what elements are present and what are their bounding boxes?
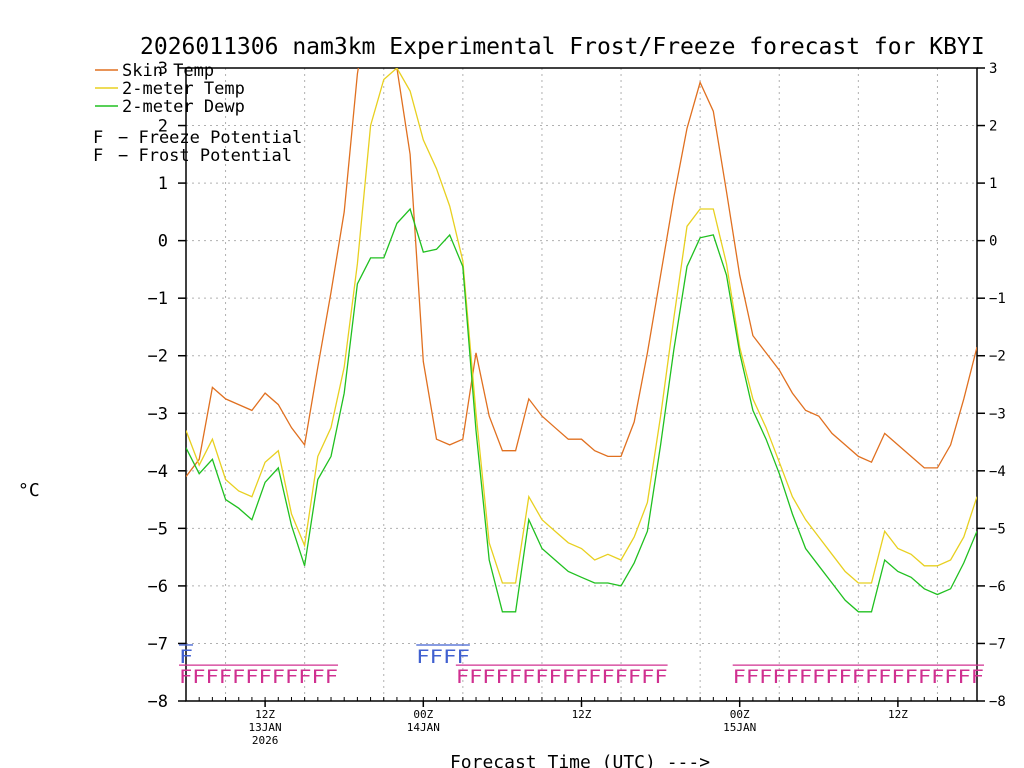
x-tick-label: 15JAN: [723, 721, 756, 734]
y-tick-label-right: 1: [989, 176, 997, 192]
y-tick-label-right: −5: [989, 521, 1006, 537]
freeze-potential-marks: FFFFFFFFFFFFFFFFFFF: [733, 666, 984, 688]
y-tick-label-right: 3: [989, 61, 997, 77]
y-tick-label: −2: [148, 347, 168, 367]
x-tick-label: 00Z: [413, 708, 433, 721]
y-tick-label-right: 0: [989, 234, 997, 250]
y-tick-label-right: −6: [989, 579, 1006, 595]
y-tick-label: −1: [148, 289, 168, 309]
frost-potential-marks: FFFF: [416, 646, 470, 668]
potential-legend-label: − Freeze Potential: [118, 128, 302, 148]
x-axis-label: Forecast Time (UTC) --->: [450, 752, 710, 768]
x-tick-label: 13JAN: [249, 721, 282, 734]
freeze-potential-marks: FFFFFFFFFFFF: [179, 666, 338, 688]
y-tick-label-right: −2: [989, 349, 1006, 365]
y-tick-label-right: −8: [989, 694, 1006, 710]
y-tick-label: 0: [158, 232, 168, 252]
legend-label: Skin Temp: [122, 61, 214, 81]
y-tick-label: 1: [158, 174, 168, 194]
x-tick-label: 2026: [252, 734, 279, 747]
y-tick-label-right: −4: [989, 464, 1006, 480]
x-tick-label: 12Z: [255, 708, 275, 721]
y-tick-label-right: −1: [989, 291, 1006, 307]
y-tick-label: 2: [158, 117, 168, 137]
potential-legend-symbol: F: [93, 146, 103, 166]
y-tick-label: −6: [148, 577, 168, 597]
frost-potential-marks: F: [179, 646, 193, 668]
y-tick-label: −8: [148, 692, 168, 712]
x-tick-label: 00Z: [730, 708, 750, 721]
series-line-2-meter-dewp: [186, 207, 977, 613]
x-tick-label: 12Z: [572, 708, 592, 721]
legend-label: 2-meter Dewp: [122, 97, 245, 117]
series-line-2-meter-temp: [186, 68, 977, 584]
y-tick-label: −3: [148, 404, 168, 424]
y-tick-label: −7: [148, 634, 168, 654]
y-tick-label-right: −7: [989, 636, 1006, 652]
series-line-skin-temp: [186, 68, 977, 477]
y-tick-label-right: 2: [989, 119, 997, 135]
potential-legend-symbol: F: [93, 128, 103, 148]
legend-label: 2-meter Temp: [122, 79, 245, 99]
y-tick-label: 3: [158, 59, 168, 79]
y-axis-label: °C: [18, 480, 40, 501]
x-tick-label: 12Z: [888, 708, 908, 721]
plot-frame: [185, 67, 978, 702]
y-tick-label: −4: [148, 462, 168, 482]
x-tick-label: 14JAN: [407, 721, 440, 734]
y-tick-label-right: −3: [989, 406, 1006, 422]
potential-legend-label: − Frost Potential: [118, 146, 292, 166]
freeze-potential-marks: FFFFFFFFFFFFFFFF: [456, 666, 668, 688]
y-tick-label: −5: [148, 519, 168, 539]
chart-title: 2026011306 nam3km Experimental Frost/Fre…: [140, 34, 985, 60]
